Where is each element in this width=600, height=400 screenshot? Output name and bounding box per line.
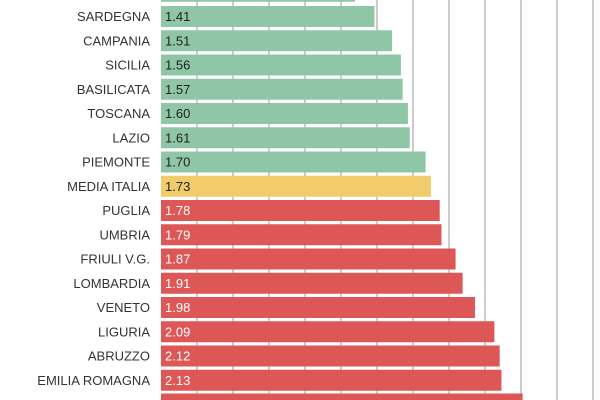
category-label: PIEMONTE	[82, 155, 150, 170]
category-label: VENETO	[97, 300, 150, 315]
bar-campania	[161, 30, 393, 52]
category-label: BASILICATA	[77, 82, 151, 97]
bar-lazio	[161, 127, 410, 149]
bar-puglia	[161, 200, 440, 221]
bar-piemonte	[161, 151, 426, 173]
data-label: 1.60	[165, 106, 190, 121]
bar-abruzzo	[161, 345, 500, 367]
bar-partial-top-0	[161, 0, 356, 2]
data-label: 2.13	[165, 373, 190, 388]
category-label: FRIULI V.G.	[80, 252, 150, 267]
data-label: 1.61	[165, 130, 190, 145]
bar-emilia-romagna	[161, 369, 502, 391]
data-label: 1.91	[165, 276, 190, 291]
data-label: 1.56	[165, 58, 190, 73]
category-label: LAZIO	[112, 130, 150, 145]
bar-media-italia	[161, 175, 431, 197]
bar-toscana	[161, 103, 408, 124]
category-label: SARDEGNA	[77, 9, 150, 24]
bar-lombardia	[161, 272, 463, 294]
category-label: ABRUZZO	[88, 349, 150, 364]
data-label: 1.79	[165, 227, 190, 242]
category-label: MEDIA ITALIA	[67, 179, 150, 194]
category-label: LOMBARDIA	[73, 276, 150, 291]
data-label: 2.09	[165, 324, 190, 339]
labels: SARDEGNA 1.41 CAMPANIA 1.51 SICILIA 1.56 BASIL…	[37, 9, 190, 388]
bar-basilicata	[161, 78, 403, 100]
data-label: 1.70	[165, 155, 190, 170]
data-label: 1.73	[165, 179, 190, 194]
category-label: SICILIA	[105, 58, 150, 73]
bar-veneto	[161, 297, 475, 318]
category-label: LIGURIA	[98, 324, 150, 339]
data-label: 1.41	[165, 9, 190, 24]
bars	[161, 0, 523, 400]
data-label: 1.51	[165, 33, 190, 48]
bar-friuli-v-g	[161, 248, 456, 270]
data-label: 2.12	[165, 349, 190, 364]
bar-partial-bottom-0	[161, 393, 523, 400]
bar-sardegna	[161, 6, 375, 27]
data-label: 1.98	[165, 300, 190, 315]
data-label: 1.57	[165, 82, 190, 97]
bar-liguria	[161, 321, 495, 343]
bar-sicilia	[161, 54, 401, 76]
category-label: EMILIA ROMAGNA	[37, 373, 150, 388]
category-label: PUGLIA	[102, 203, 150, 218]
data-label: 1.78	[165, 203, 190, 218]
category-label: UMBRIA	[99, 227, 150, 242]
category-label: TOSCANA	[87, 106, 150, 121]
data-label: 1.87	[165, 252, 190, 267]
category-label: CAMPANIA	[83, 33, 150, 48]
bar-umbria	[161, 224, 442, 246]
